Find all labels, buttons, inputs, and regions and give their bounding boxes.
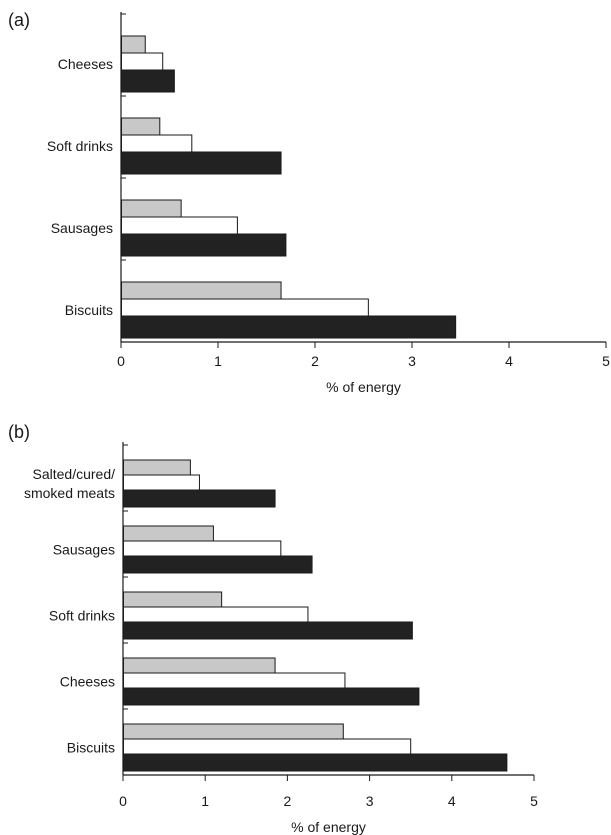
bar <box>121 151 282 175</box>
category-label: Sausages <box>51 220 113 236</box>
bar <box>123 555 313 574</box>
category-label: Soft drinks <box>47 138 113 154</box>
bar <box>123 540 282 557</box>
bar <box>121 216 238 235</box>
x-tick-label: 5 <box>602 353 610 369</box>
bar <box>123 753 508 772</box>
category-label: Cheeses <box>58 56 113 72</box>
category-label: Biscuits <box>67 740 115 756</box>
category-label: Sausages <box>53 542 115 558</box>
bar <box>121 281 282 300</box>
bar <box>123 687 420 706</box>
x-tick-label: 4 <box>505 353 513 369</box>
x-tick-label: 2 <box>311 353 319 369</box>
x-tick-label: 0 <box>119 793 127 809</box>
category-label: Biscuits <box>65 302 113 318</box>
x-tick-label: 0 <box>117 353 125 369</box>
bar <box>121 117 161 136</box>
bar <box>123 621 413 640</box>
x-axis-label: % of energy <box>291 819 366 835</box>
bar <box>123 474 200 491</box>
panel-label: (a) <box>8 10 30 30</box>
chart-panel-b: (b) Salted/cured/smoked meats Sausages Soft… <box>8 422 538 835</box>
bar <box>123 723 344 740</box>
panel-label: (b) <box>8 422 30 442</box>
bar <box>121 35 146 54</box>
category-label: Soft drinks <box>49 608 115 624</box>
bar <box>121 199 182 218</box>
bar <box>123 459 191 476</box>
bar <box>121 233 287 257</box>
bar <box>123 489 276 508</box>
x-axis-label: % of energy <box>326 379 401 395</box>
x-tick-label: 3 <box>366 793 374 809</box>
bar <box>121 69 175 93</box>
bar <box>121 298 369 317</box>
category-label: Salted/cured/smoked meats <box>24 466 115 501</box>
category-label: Cheeses <box>60 674 115 690</box>
x-tick-label: 1 <box>201 793 209 809</box>
x-tick-label: 1 <box>214 353 222 369</box>
bar <box>123 672 346 689</box>
bar <box>123 591 223 608</box>
bar <box>121 134 193 153</box>
bar <box>123 738 412 755</box>
bar <box>121 52 164 71</box>
bar <box>123 525 214 542</box>
x-tick-label: 2 <box>284 793 292 809</box>
x-tick-label: 3 <box>408 353 416 369</box>
bar <box>121 315 457 339</box>
bar <box>123 606 309 623</box>
x-tick-label: 5 <box>530 793 538 809</box>
x-tick-label: 4 <box>448 793 456 809</box>
chart-panel-a: (a) Cheeses Soft drinks Sausages Biscuits 0 1 2… <box>8 10 610 395</box>
bar <box>123 657 276 674</box>
